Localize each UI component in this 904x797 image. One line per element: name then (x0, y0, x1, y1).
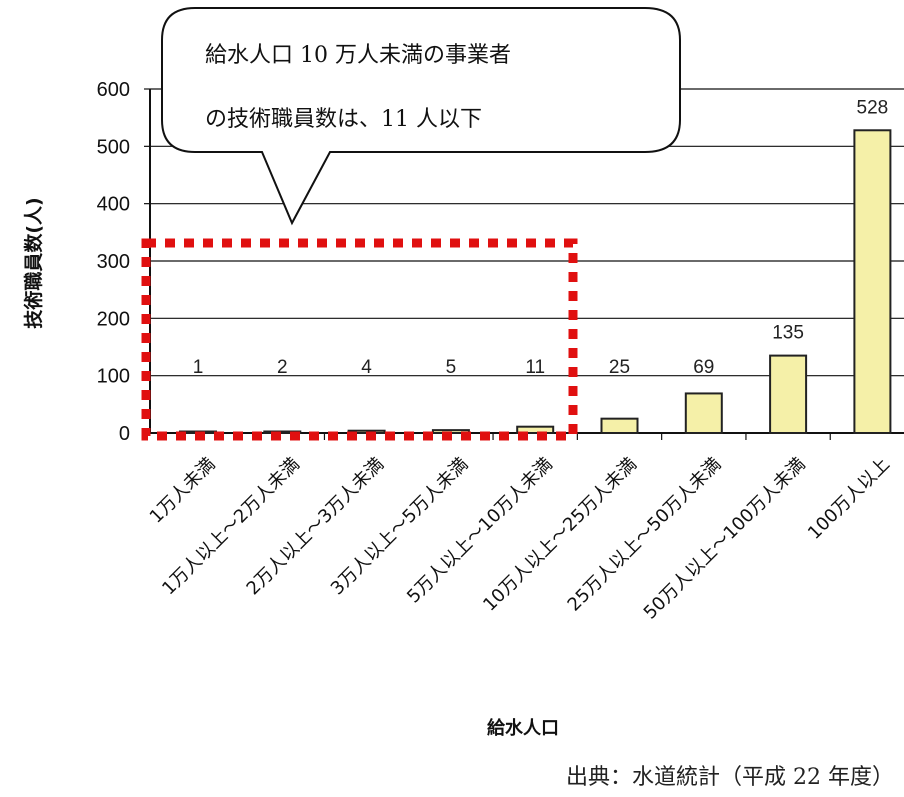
source-note: 出典：水道統計（平成 22 年度） (566, 765, 894, 790)
x-tick-label: 1万人以上～2万人未満 (158, 454, 304, 600)
x-axis-ticks: 1万人未満1万人以上～2万人未満2万人以上～3万人未満3万人以上～5万人未満5万… (146, 433, 894, 624)
bar (684, 392, 723, 435)
x-tick-label: 3万人以上～5万人未満 (327, 454, 473, 600)
data-label: 69 (693, 357, 714, 378)
x-tick-label: 5万人以上～10万人未満 (403, 454, 557, 608)
bar (600, 417, 639, 434)
data-label: 528 (857, 97, 889, 118)
x-tick-label: 25万人以上～50万人未満 (564, 454, 726, 616)
data-label: 135 (772, 323, 804, 344)
x-tick-label: 1万人未満 (146, 454, 220, 528)
x-tick-label: 50万人以上～100万人未満 (640, 454, 810, 624)
callout-shape (161, 7, 681, 226)
bar (853, 129, 892, 434)
x-tick-label: 2万人以上～3万人未満 (243, 454, 389, 600)
y-tick-label: 100 (97, 366, 130, 388)
x-tick-label: 10万人以上～25万人未満 (479, 454, 641, 616)
y-axis-label: 技術職員数(人) (22, 197, 45, 328)
bar (516, 425, 555, 434)
bars (179, 129, 892, 435)
highlight-box (141, 238, 578, 441)
y-tick-label: 200 (97, 308, 130, 330)
data-label: 25 (609, 357, 630, 378)
y-tick-label: 0 (119, 423, 130, 445)
y-tick-label: 500 (97, 136, 130, 158)
callout-line-2: の技術職員数は、11 人以下 (205, 107, 482, 132)
data-label: 1 (193, 357, 204, 378)
data-label: 5 (446, 357, 457, 378)
y-tick-label: 600 (97, 79, 130, 101)
bar (769, 354, 808, 435)
callout-line-1: 給水人口 10 万人未満の事業者 (205, 43, 511, 68)
bar (263, 430, 302, 434)
y-tick-label: 400 (97, 194, 130, 216)
x-axis-label: 給水人口 (487, 717, 559, 739)
data-label: 2 (277, 357, 288, 378)
x-tick-label: 100万人以上 (804, 454, 894, 544)
data-label: 4 (361, 357, 372, 378)
y-tick-label: 300 (97, 251, 130, 273)
data-label: 11 (525, 357, 545, 378)
data-labels: 1 2 4 5 11 25 69 135 528 (193, 97, 889, 378)
callout-bubble: 給水人口 10 万人未満の事業者 の技術職員数は、11 人以下 (161, 7, 681, 226)
